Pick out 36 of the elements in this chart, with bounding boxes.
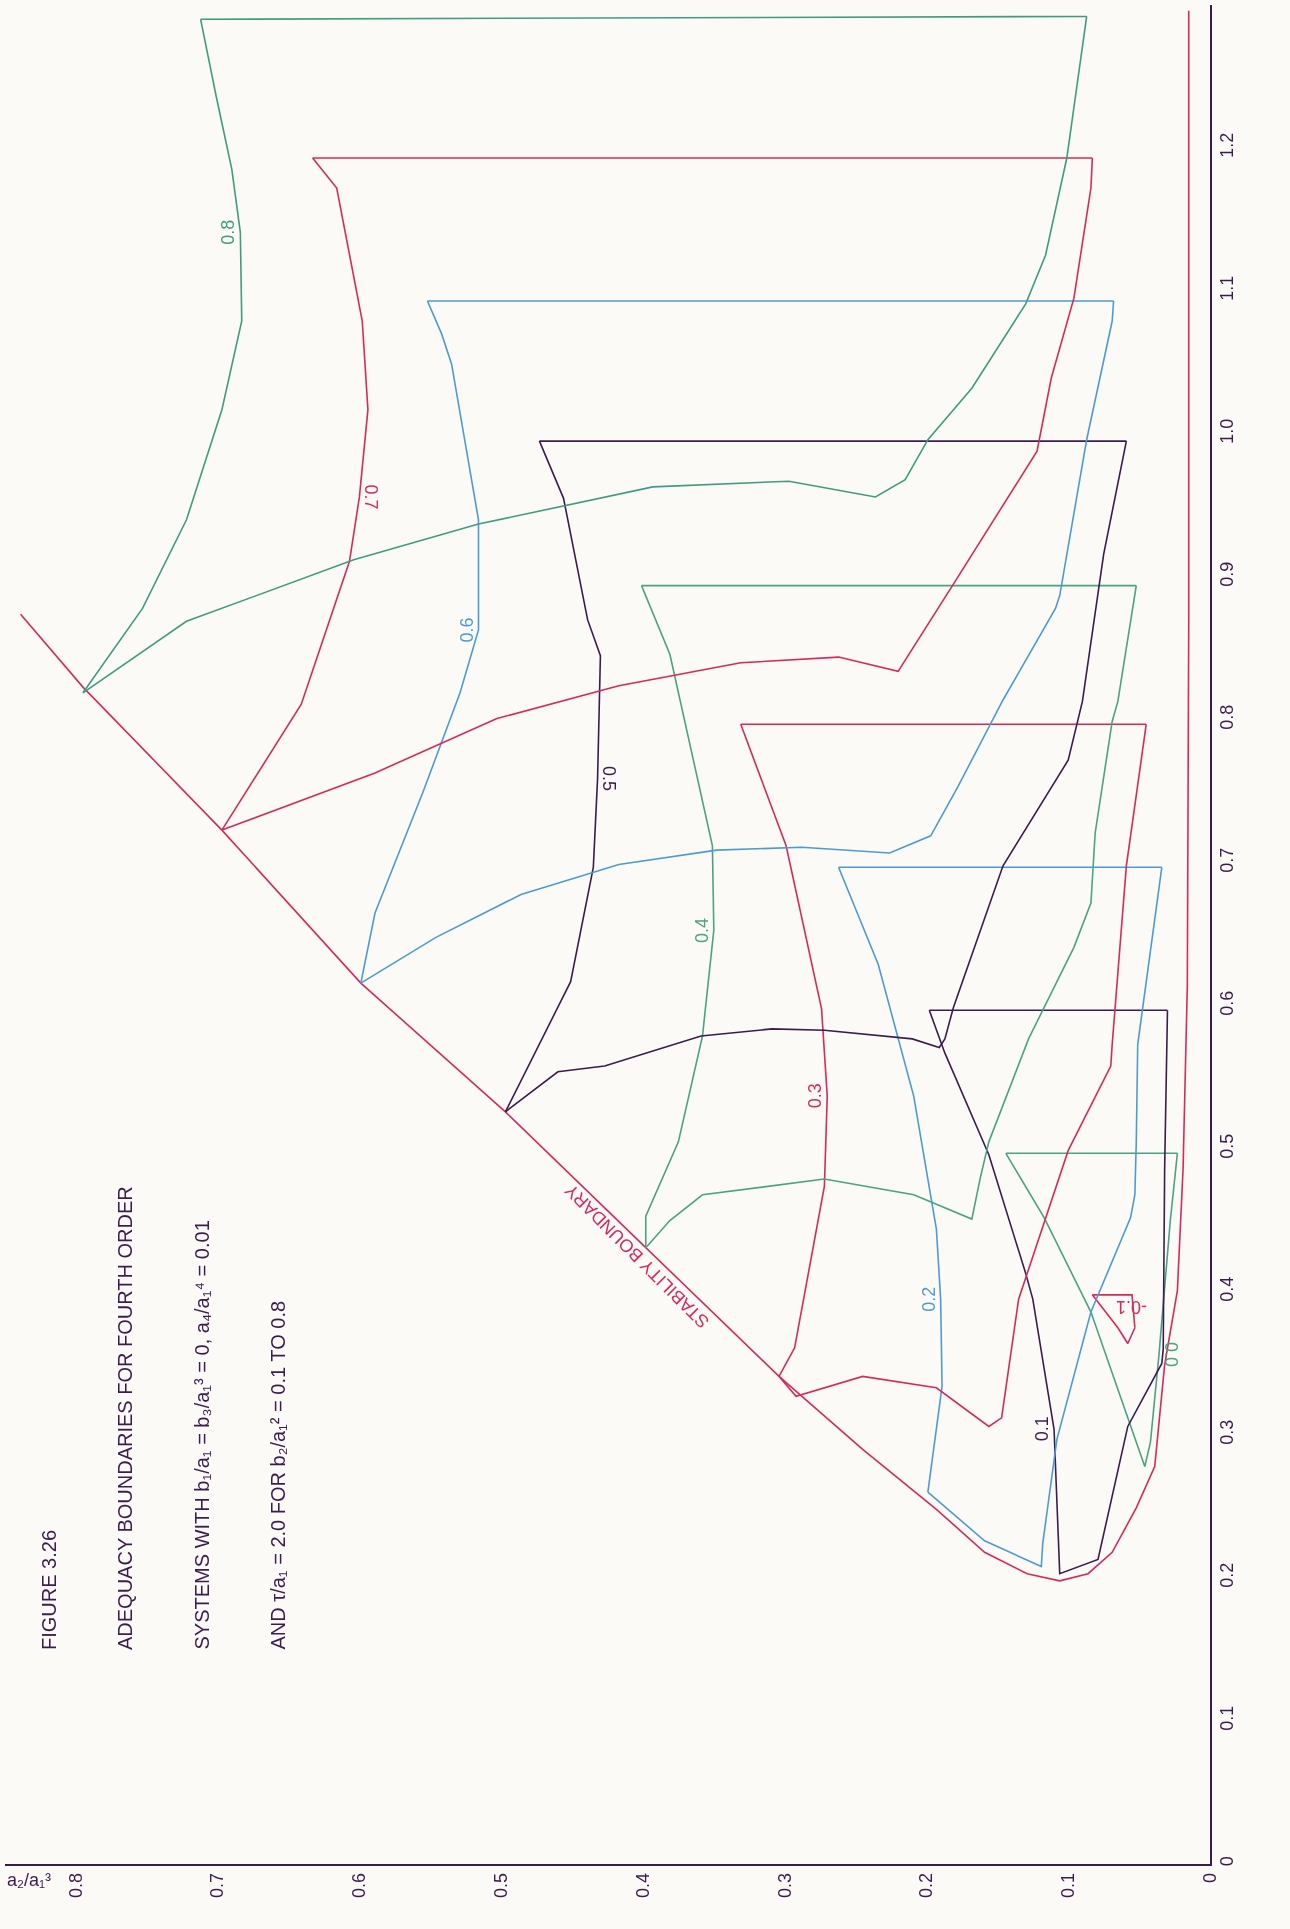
x-tick-label: 0.3 <box>774 1872 795 1898</box>
annotation: 0.6 <box>456 617 477 643</box>
y-tick-label: 0.3 <box>1217 1419 1238 1445</box>
x-tick-label: 0.7 <box>207 1872 228 1898</box>
y-tick-label: 0.2 <box>1217 1562 1238 1588</box>
x-tick-label: 0.8 <box>65 1872 86 1898</box>
x-tick-label: 0.4 <box>632 1872 653 1898</box>
y-tick-label: 0.6 <box>1217 990 1238 1016</box>
x-tick-label: 0 <box>1199 1872 1220 1883</box>
y-tick-label: 1.2 <box>1217 132 1238 158</box>
annotation: 0.5 <box>599 766 620 792</box>
y-tick-label: 0.1 <box>1217 1705 1238 1731</box>
x-tick-label: 0.6 <box>349 1872 370 1898</box>
x-tick-label: 0.5 <box>491 1872 512 1898</box>
y-tick-label: 1.1 <box>1217 275 1238 301</box>
y-tick-label: 0 <box>1217 1856 1238 1867</box>
y-tick-label: 0.7 <box>1217 847 1238 873</box>
annotation: 0.3 <box>805 1083 826 1109</box>
annotation: 0.0 <box>1160 1341 1181 1367</box>
text: FIGURE 3.26 <box>38 1529 60 1650</box>
x-tick-label: 0.2 <box>916 1872 937 1898</box>
x-tick-label: 0.1 <box>1058 1872 1079 1898</box>
y-tick-label: 0.9 <box>1217 561 1238 587</box>
x-axis-title: a₂/a₁³ <box>7 1870 52 1890</box>
y-tick-label: 0.5 <box>1217 1133 1238 1159</box>
y-tick-label: 1.0 <box>1217 418 1238 444</box>
annotation: 0.2 <box>918 1286 939 1312</box>
annotation: AND τ/a₁ = 2.0 FOR b₂/a₁² = 0.1 TO 0.8 <box>266 1300 289 1650</box>
annotation: 0.4 <box>691 918 712 944</box>
annotation: SYSTEMS WITH b₁/a₁ = b₃/a₁³ = 0, a₄/a₁⁴ = 0.01 <box>190 1220 213 1650</box>
text: ADEQUACY BOUNDARIES FOR FOURTH ORDER <box>114 1186 136 1650</box>
annotation: 0.7 <box>361 484 382 510</box>
annotation: 0.8 <box>217 219 238 245</box>
y-tick-label: 0.8 <box>1217 704 1238 730</box>
annotation: 0.1 <box>1031 1416 1052 1442</box>
y-tick-label: 0.4 <box>1217 1276 1238 1302</box>
